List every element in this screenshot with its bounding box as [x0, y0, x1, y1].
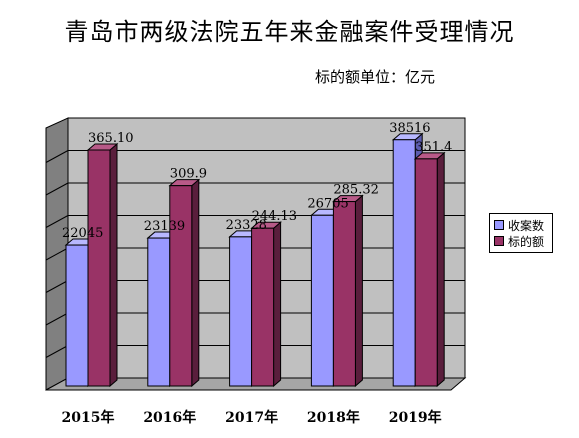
data-label-s0-0: 22045	[62, 226, 103, 241]
bar-side-s1-4	[436, 151, 445, 388]
legend-entry-series-1: 标的额	[494, 233, 548, 249]
x-tick-label-1: 2016年	[143, 409, 196, 426]
bar-side-s1-2	[273, 221, 282, 388]
bar-side-s1-3	[354, 194, 363, 388]
legend-swatch-series-1	[494, 236, 504, 246]
bar-s1-0	[87, 149, 111, 387]
bar-s0-3	[310, 214, 334, 387]
chart-title: 青岛市两级法院五年来金融案件受理情况	[64, 18, 515, 46]
bar-s0-0	[65, 244, 89, 387]
grid-line-side	[45, 247, 69, 261]
grid-line-side	[45, 150, 69, 163]
x-tick-label-0: 2015年	[62, 409, 115, 426]
bar-s0-2	[229, 236, 253, 387]
x-tick-label-3: 2018年	[307, 409, 360, 426]
data-label-s1-1: 309.9	[170, 167, 207, 182]
grid-line-side	[45, 280, 69, 293]
bar-s0-1	[147, 237, 171, 387]
grid-line-side	[45, 312, 69, 326]
grid-line-side	[45, 345, 69, 358]
x-tick-labels: 2015年 2016年 2017年 2018年 2019年	[62, 409, 442, 426]
data-label-s1-0: 365.10	[88, 131, 134, 146]
unit-note: 标的额单位：亿元	[315, 68, 436, 86]
grid-line-side	[45, 215, 69, 228]
bar-s0-4	[392, 139, 416, 387]
data-label-s0-2: 23328	[226, 218, 267, 233]
legend-label-series-0: 收案数	[508, 218, 545, 233]
legend-entry-series-0: 收案数	[494, 217, 548, 233]
legend: 收案数 标的额	[489, 213, 553, 253]
bar-s1-1	[169, 185, 193, 387]
data-label-s1-3: 285.32	[333, 183, 379, 198]
legend-swatch-series-0	[494, 220, 504, 230]
bar-side-s1-0	[109, 142, 118, 388]
x-tick-label-4: 2019年	[389, 409, 442, 426]
bars	[64, 132, 446, 388]
data-label-s0-3: 26705	[307, 196, 348, 211]
bar-s1-4	[414, 158, 438, 387]
legend-label-series-1: 标的额	[508, 234, 545, 249]
data-label-s0-1: 23139	[144, 219, 185, 234]
bar-side-s1-1	[191, 178, 200, 388]
data-label-s1-4: 351.4	[415, 140, 452, 155]
data-label-s0-4: 38516	[389, 121, 430, 136]
bar-s1-2	[251, 227, 275, 387]
grid-line-side	[45, 182, 69, 196]
x-tick-label-2: 2017年	[225, 409, 278, 426]
data-label-s1-2: 244.13	[252, 209, 298, 224]
bar-s1-3	[332, 201, 356, 387]
